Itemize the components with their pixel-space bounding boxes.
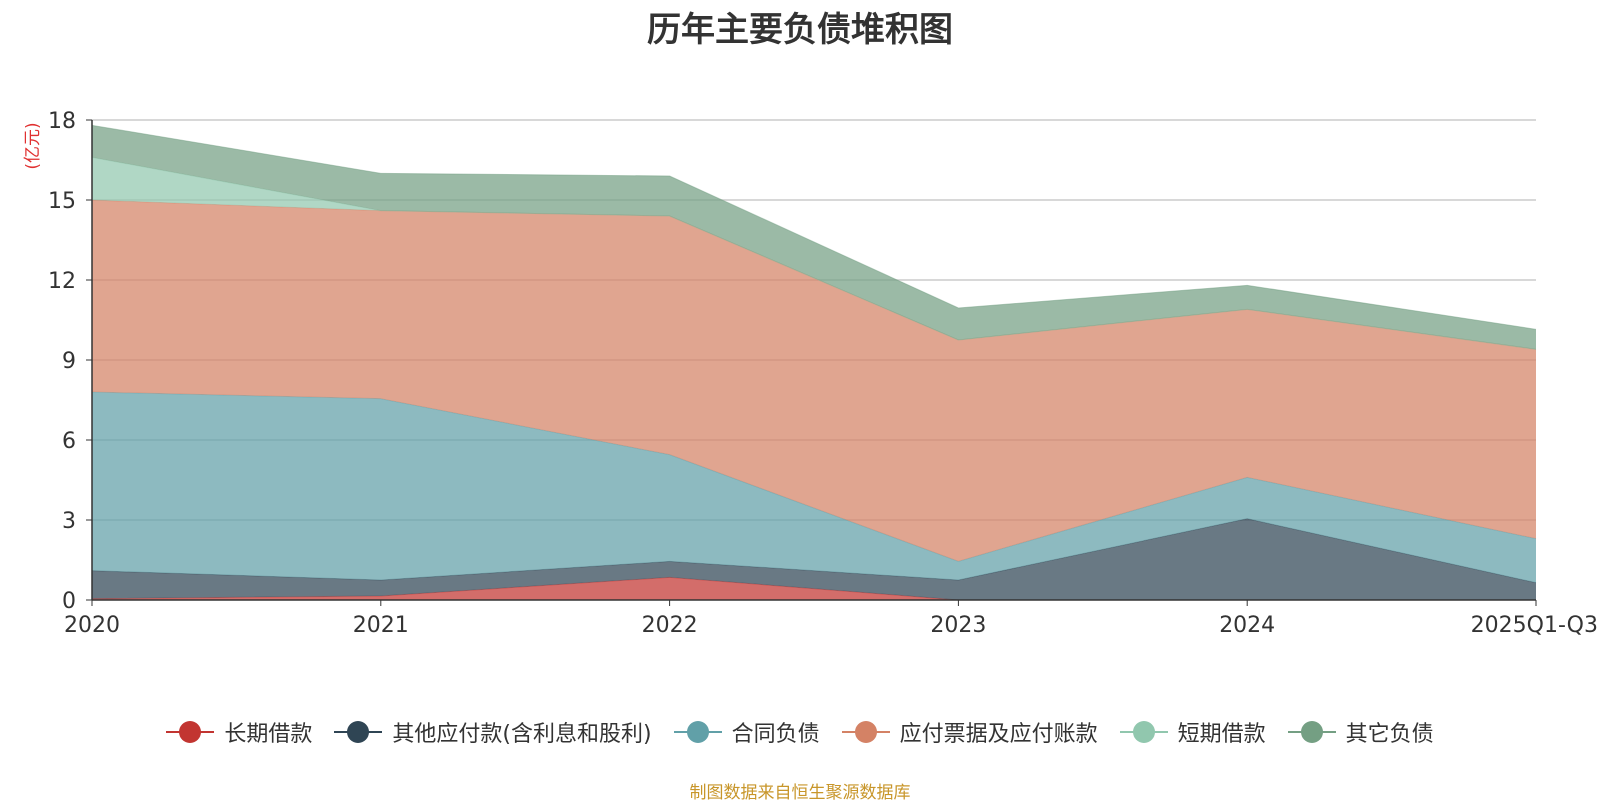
area-series-edge [91, 124, 1537, 330]
x-tick-label: 2020 [64, 613, 120, 638]
legend-marker-icon [1119, 720, 1168, 744]
y-axis-unit-label: (亿元) [23, 122, 43, 169]
x-tick-label: 2024 [1219, 613, 1275, 638]
legend-label: 应付票据及应付账款 [899, 722, 1098, 747]
y-tick-label: 0 [62, 589, 76, 614]
y-tick-label: 12 [48, 269, 76, 294]
legend-marker-icon [166, 720, 215, 744]
chart-legend: 长期借款 其他应付款(含利息和股利) 合同负债 应付票据及应付账款 短期借款 其它负债 [0, 716, 1600, 748]
legend-item[interactable]: 应付票据及应付账款 [841, 716, 1098, 748]
x-tick-label: 2021 [353, 613, 409, 638]
legend-item[interactable]: 长期借款 [166, 716, 312, 748]
legend-item[interactable]: 其它负债 [1287, 716, 1434, 748]
legend-marker-icon [673, 720, 722, 744]
area-series [92, 577, 1536, 600]
legend-item[interactable]: 合同负债 [673, 716, 820, 748]
legend-label: 短期借款 [1177, 722, 1266, 747]
legend-marker-icon [1287, 720, 1336, 744]
y-tick-label: 3 [62, 509, 76, 534]
chart-title: 历年主要负债堆积图 [647, 10, 953, 50]
y-tick-label: 15 [48, 189, 76, 214]
y-tick-label: 6 [62, 429, 76, 454]
legend-marker-icon [841, 720, 890, 744]
area-series [92, 518, 1536, 600]
y-tick-label: 9 [62, 349, 76, 374]
legend-marker-icon [334, 720, 383, 744]
x-tick-label: 2023 [930, 613, 986, 638]
x-tick-label: 2022 [642, 613, 698, 638]
x-tick-label: 2025Q1-Q3 [1471, 613, 1598, 638]
legend-label: 其它负债 [1345, 722, 1434, 747]
legend-label: 长期借款 [224, 722, 313, 747]
area-series [92, 125, 1536, 350]
y-tick-label: 18 [48, 109, 76, 134]
area-series [92, 200, 1536, 562]
legend-label: 其他应付款(含利息和股利) [392, 722, 652, 747]
area-series [92, 392, 1536, 583]
legend-item[interactable]: 短期借款 [1119, 716, 1266, 748]
legend-label: 合同负债 [731, 722, 820, 747]
axes: 0 3 6 9 12 15 18 2020 2021 2022 2023 2024 2025Q1-Q3 [48, 109, 1598, 638]
legend-item[interactable]: 其他应付款(含利息和股利) [334, 716, 652, 748]
source-note: 制图数据来自恒生聚源数据库 [689, 783, 911, 803]
area-series-group [91, 124, 1537, 601]
